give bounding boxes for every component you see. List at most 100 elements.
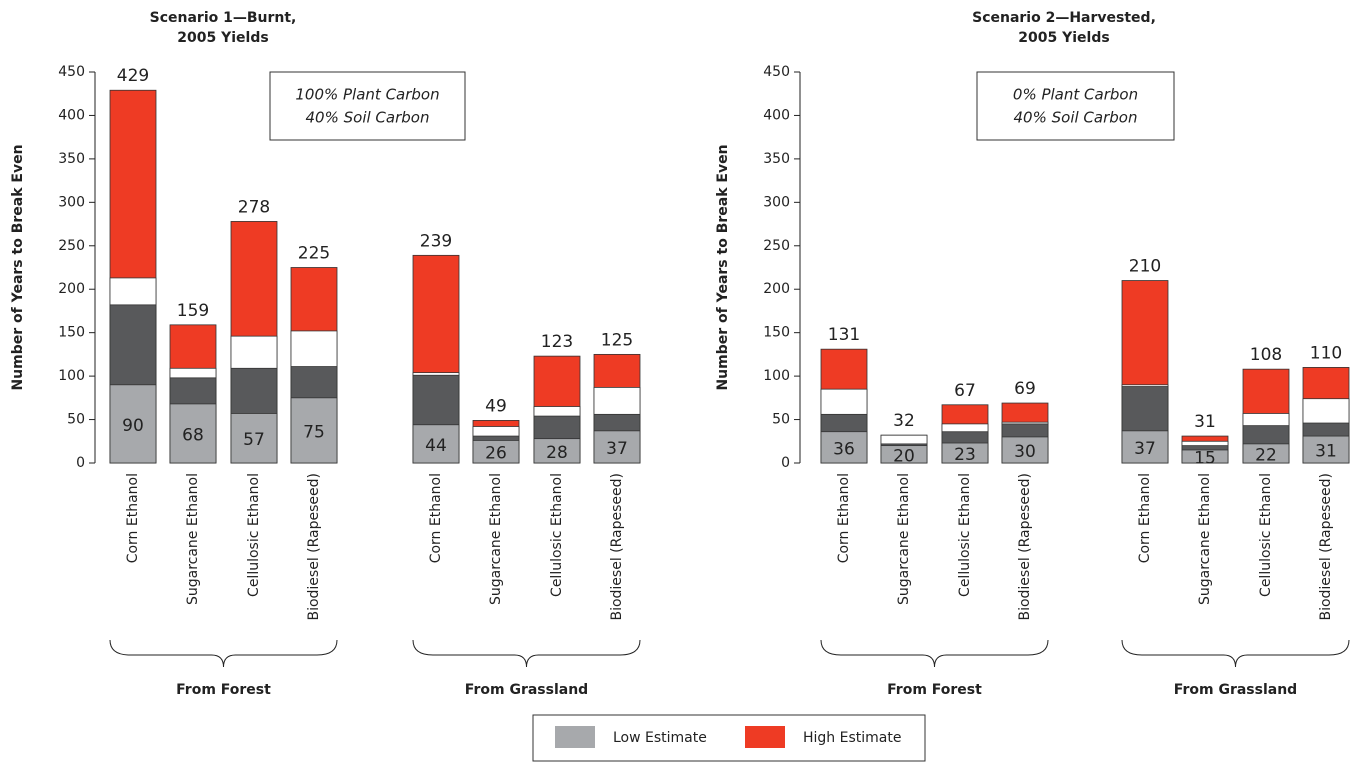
value-label: 210 [1129,257,1161,277]
annotation: 40% Soil Carbon [306,109,430,127]
bar [1242,443,1290,464]
chart-title: Scenario 2—Harvested, [972,10,1156,26]
legend-swatch [555,726,595,748]
annotation: 100% Plant Carbon [295,86,439,104]
y-tick-label: 250 [58,238,85,254]
chart-title: Scenario 1—Burnt, [150,10,297,26]
x-tick-label: Sugarcane Ethanol [1197,473,1213,605]
value-label: 23 [954,445,976,465]
value-label: 125 [601,330,633,350]
value-label: 123 [541,332,573,352]
x-tick-label: Corn Ethanol [1137,473,1153,563]
y-tick-label: 400 [58,107,85,123]
value-label: 69 [1014,379,1036,399]
x-tick-label: Cellulosic Ethanol [1258,473,1274,597]
value-label: 68 [182,425,204,445]
value-label: 20 [893,446,915,466]
bar [820,431,868,464]
y-tick-label: 200 [58,281,85,297]
x-tick-label: Cellulosic Ethanol [957,473,973,597]
annotation-box [269,71,466,141]
bar [941,442,989,464]
legend-label: Low Estimate [613,730,707,746]
value-label: 90 [122,416,144,436]
bar [880,445,928,464]
y-tick-label: 400 [763,107,790,123]
value-label: 44 [425,436,447,456]
y-tick-label: 200 [763,281,790,297]
group-label: From Grassland [465,682,588,698]
value-label: 225 [298,244,330,264]
y-tick-label: 450 [58,64,85,80]
chart-title: 2005 Yields [1018,30,1109,46]
bar [1302,435,1350,464]
group-label: From Forest [887,682,982,698]
y-tick-label: 150 [58,325,85,341]
x-tick-label: Corn Ethanol [428,473,444,563]
value-label: 36 [833,439,855,459]
bar [230,413,278,464]
group-brace [109,639,338,668]
value-label: 429 [117,66,149,86]
x-tick-label: Cellulosic Ethanol [549,473,565,597]
value-label: 31 [1194,412,1216,432]
bar [1181,449,1229,464]
annotation-box [976,71,1175,141]
chart-title: 2005 Yields [177,30,268,46]
x-tick-label: Corn Ethanol [125,473,141,563]
x-tick-label: Sugarcane Ethanol [185,473,201,605]
value-label: 110 [1310,343,1342,363]
value-label: 239 [420,231,452,251]
value-label: 22 [1255,445,1277,465]
value-label: 67 [954,381,976,401]
value-label: 57 [243,430,265,450]
value-label: 28 [546,443,568,463]
group-brace [820,639,1049,668]
x-tick-label: Sugarcane Ethanol [896,473,912,605]
value-label: 159 [177,301,209,321]
x-tick-label: Sugarcane Ethanol [488,473,504,605]
x-tick-label: Cellulosic Ethanol [246,473,262,597]
value-label: 278 [238,197,270,217]
value-label: 75 [303,422,325,442]
value-label: 108 [1250,345,1282,365]
value-label: 30 [1014,442,1036,462]
annotation: 0% Plant Carbon [1013,86,1138,104]
y-tick-label: 0 [781,455,790,471]
x-tick-label: Biodiesel (Rapeseed) [609,473,625,621]
value-label: 32 [893,411,915,431]
y-tick-label: 50 [772,412,790,428]
value-label: 37 [606,439,628,459]
bar [109,384,157,464]
x-tick-label: Biodiesel (Rapeseed) [1017,473,1033,621]
bar [593,430,641,464]
y-axis-label: Number of Years to Break Even [715,144,731,390]
group-label: From Grassland [1174,682,1297,698]
bar [533,438,581,464]
y-tick-label: 350 [763,151,790,167]
legend-box [532,714,926,762]
value-label: 26 [485,444,507,464]
annotation: 40% Soil Carbon [1014,109,1138,127]
bar [1001,436,1049,464]
group-label: From Forest [176,682,271,698]
x-tick-label: Corn Ethanol [836,473,852,563]
value-label: 131 [828,325,860,345]
y-tick-label: 50 [67,412,85,428]
y-tick-label: 250 [763,238,790,254]
bar [412,424,460,464]
y-tick-label: 0 [76,455,85,471]
group-brace [412,639,641,668]
y-tick-label: 300 [763,194,790,210]
value-label: 15 [1194,448,1216,468]
legend-label: High Estimate [803,730,901,746]
y-tick-label: 300 [58,194,85,210]
group-brace [1121,639,1350,668]
y-axis-label: Number of Years to Break Even [10,144,26,390]
bar [290,397,338,464]
value-label: 37 [1134,439,1156,459]
x-tick-label: Biodiesel (Rapeseed) [306,473,322,621]
legend-swatch [745,726,785,748]
bar [169,403,217,464]
